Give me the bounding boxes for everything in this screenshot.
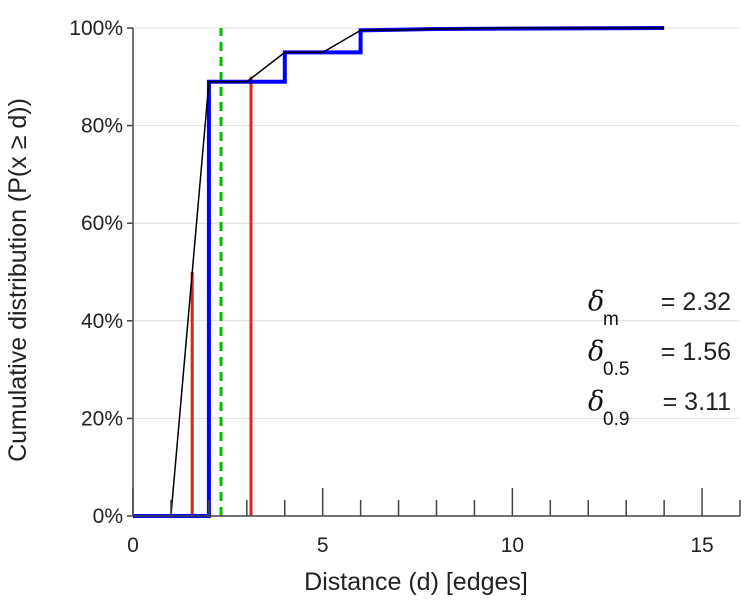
x-tick-label: 15 [690,534,713,557]
grid-lines [133,27,740,419]
stat-subscript: 0.9 [603,409,629,430]
y-tick-label: 100% [69,17,123,40]
stat-value: = 3.11 [663,388,731,416]
stat-subscript: 0.5 [603,359,629,380]
stat-subscript: m [603,309,619,330]
stat-value: = 2.32 [661,288,731,316]
stat-entry: δm = 2.32 [588,286,731,330]
series-step-line [133,26,665,518]
axes [127,27,741,517]
y-tick-label: 40% [81,310,123,333]
y-tick-label: 60% [81,212,123,235]
reference-lines [190,28,253,516]
y-tick-label: 0% [93,505,123,528]
stat-value: = 1.56 [661,338,731,366]
tick-labels: 0% 20% 40% 60% 80% 100% 0 5 10 15 [69,17,713,557]
stat-symbol: δ [588,386,604,417]
stat-entry: δ0.5 = 1.56 [588,336,731,380]
x-tick-label: 10 [501,534,524,557]
stat-entry: δ0.9 = 3.11 [588,386,731,430]
y-axis-label: Cumulative distribution (P(x ≥ d)) [4,98,32,462]
series-group [133,26,665,518]
x-tick-label: 5 [317,534,329,557]
y-tick-label: 20% [81,407,123,430]
y-tick-label: 80% [81,115,123,138]
x-axis-label: Distance (d) [edges] [304,568,528,596]
x-tick-label: 0 [127,534,139,557]
stat-symbol: δ [588,336,604,367]
series-interpolated-line [170,27,665,517]
stat-symbol: δ [588,286,604,317]
